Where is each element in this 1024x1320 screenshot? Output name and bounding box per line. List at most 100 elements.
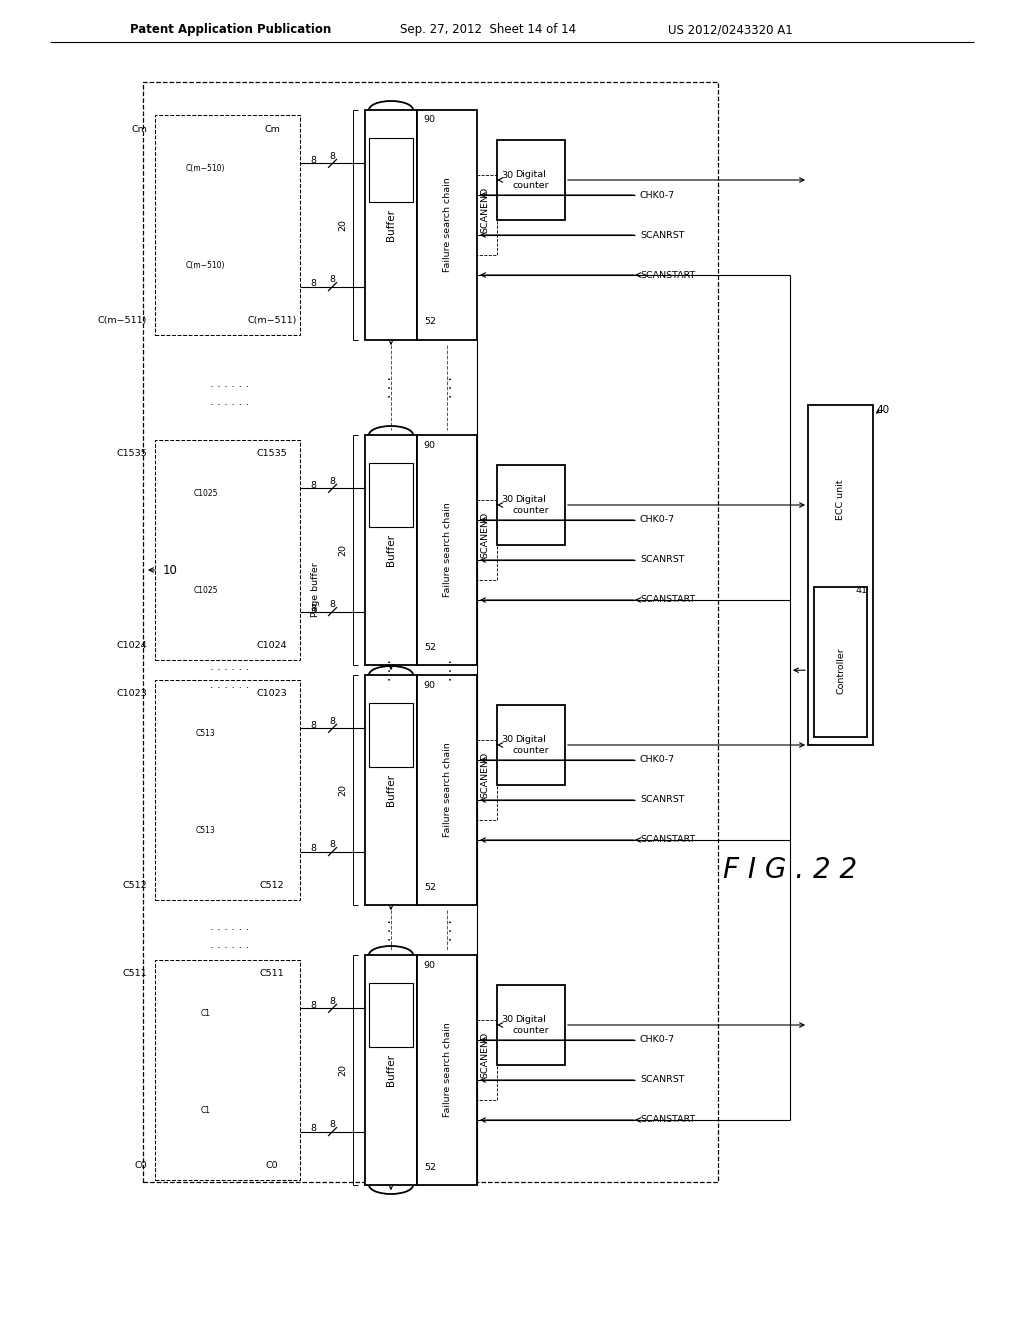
Text: · · · · · ·: · · · · · · <box>210 682 250 693</box>
Bar <box>497 140 565 220</box>
Text: 8: 8 <box>310 480 316 490</box>
Text: 8: 8 <box>330 152 336 161</box>
Text: 30: 30 <box>501 495 513 504</box>
Text: 8: 8 <box>310 1001 316 1010</box>
Text: · · ·: · · · <box>384 376 398 399</box>
Text: 52: 52 <box>424 643 436 652</box>
Text: Controller: Controller <box>836 647 845 693</box>
Bar <box>475 500 497 579</box>
Text: C512: C512 <box>260 882 285 891</box>
Text: C1024: C1024 <box>117 642 147 651</box>
Text: C1023: C1023 <box>117 689 147 698</box>
Text: · · · · · ·: · · · · · · <box>210 383 250 392</box>
Text: SCANRST: SCANRST <box>640 1076 684 1085</box>
Text: Cm: Cm <box>264 124 280 133</box>
Text: CHK0-7: CHK0-7 <box>640 1035 675 1044</box>
Text: 20: 20 <box>339 544 347 556</box>
Bar <box>497 465 565 545</box>
Bar <box>497 705 565 785</box>
Bar <box>475 176 497 255</box>
Text: Digital
counter: Digital counter <box>513 495 549 515</box>
Text: Buffer: Buffer <box>386 209 396 242</box>
Text: 8: 8 <box>310 279 316 288</box>
Text: 52: 52 <box>424 883 436 891</box>
Text: 8: 8 <box>330 601 336 609</box>
Text: C1025: C1025 <box>194 586 218 595</box>
Text: C1024: C1024 <box>257 642 288 651</box>
Text: 8: 8 <box>310 156 316 165</box>
Text: · · ·: · · · <box>384 919 398 941</box>
Text: Cm: Cm <box>131 124 147 133</box>
Text: C511: C511 <box>123 969 147 978</box>
Text: 90: 90 <box>423 441 435 450</box>
Text: 30: 30 <box>501 1015 513 1024</box>
Text: SCANRST: SCANRST <box>640 796 684 804</box>
Text: 52: 52 <box>424 318 436 326</box>
Bar <box>475 741 497 820</box>
Text: C1535: C1535 <box>117 450 147 458</box>
Text: SCANEND: SCANEND <box>480 187 489 234</box>
Text: C(m−511): C(m−511) <box>248 317 297 326</box>
Text: Sep. 27, 2012  Sheet 14 of 14: Sep. 27, 2012 Sheet 14 of 14 <box>400 24 577 37</box>
Text: 10: 10 <box>163 564 177 577</box>
Text: Failure search chain: Failure search chain <box>442 743 452 837</box>
Text: 41: 41 <box>856 586 868 595</box>
Text: US 2012/0243320 A1: US 2012/0243320 A1 <box>668 24 793 37</box>
Text: · · · · · ·: · · · · · · <box>210 665 250 675</box>
Text: C0: C0 <box>134 1162 147 1171</box>
Bar <box>417 110 477 341</box>
Text: SCANSTART: SCANSTART <box>640 271 695 280</box>
Bar <box>417 675 477 906</box>
Text: 90: 90 <box>423 961 435 969</box>
Bar <box>155 440 300 660</box>
Bar <box>369 702 413 767</box>
Text: Buffer: Buffer <box>386 774 396 807</box>
Bar <box>365 954 417 1185</box>
Text: · · · · · ·: · · · · · · <box>210 400 250 411</box>
Text: 8: 8 <box>330 997 336 1006</box>
Text: · · · · · ·: · · · · · · <box>210 942 250 953</box>
Text: 20: 20 <box>339 1064 347 1076</box>
Bar <box>365 675 417 906</box>
Text: C513: C513 <box>196 826 216 836</box>
Text: SCANSTART: SCANSTART <box>640 595 695 605</box>
Text: C1: C1 <box>201 1106 211 1115</box>
Text: C511: C511 <box>260 969 285 978</box>
Text: SCANEND: SCANEND <box>480 752 489 799</box>
Text: C1535: C1535 <box>257 450 288 458</box>
Bar <box>369 137 413 202</box>
Text: Failure search chain: Failure search chain <box>442 503 452 598</box>
Text: · · ·: · · · <box>445 919 459 941</box>
Text: SCANSTART: SCANSTART <box>640 836 695 845</box>
Text: C513: C513 <box>196 729 216 738</box>
Bar <box>369 462 413 527</box>
Text: C512: C512 <box>123 882 147 891</box>
Bar <box>808 405 873 744</box>
Text: 8: 8 <box>330 717 336 726</box>
Bar <box>417 436 477 665</box>
Text: SCANEND: SCANEND <box>480 512 489 558</box>
Text: 8: 8 <box>330 840 336 849</box>
Text: 30: 30 <box>501 735 513 744</box>
Text: · · ·: · · · <box>445 376 459 399</box>
Text: 8: 8 <box>310 843 316 853</box>
Text: C1: C1 <box>201 1008 211 1018</box>
Text: 8: 8 <box>310 1125 316 1133</box>
Text: · · · · · ·: · · · · · · <box>210 925 250 935</box>
Text: Patent Application Publication: Patent Application Publication <box>130 24 331 37</box>
Text: Digital
counter: Digital counter <box>513 1015 549 1035</box>
Bar <box>155 960 300 1180</box>
Text: C(m−510): C(m−510) <box>186 164 225 173</box>
Text: 8: 8 <box>310 605 316 612</box>
Text: 8: 8 <box>330 275 336 284</box>
Text: CHK0-7: CHK0-7 <box>640 516 675 524</box>
Text: SCANRST: SCANRST <box>640 556 684 565</box>
Text: CHK0-7: CHK0-7 <box>640 190 675 199</box>
Bar <box>475 1020 497 1100</box>
Text: Page buffer: Page buffer <box>310 562 319 618</box>
Text: C0: C0 <box>265 1162 279 1171</box>
Text: C(m−510): C(m−510) <box>186 261 225 269</box>
Text: 8: 8 <box>330 1121 336 1129</box>
Text: Digital
counter: Digital counter <box>513 735 549 755</box>
Text: 90: 90 <box>423 681 435 689</box>
